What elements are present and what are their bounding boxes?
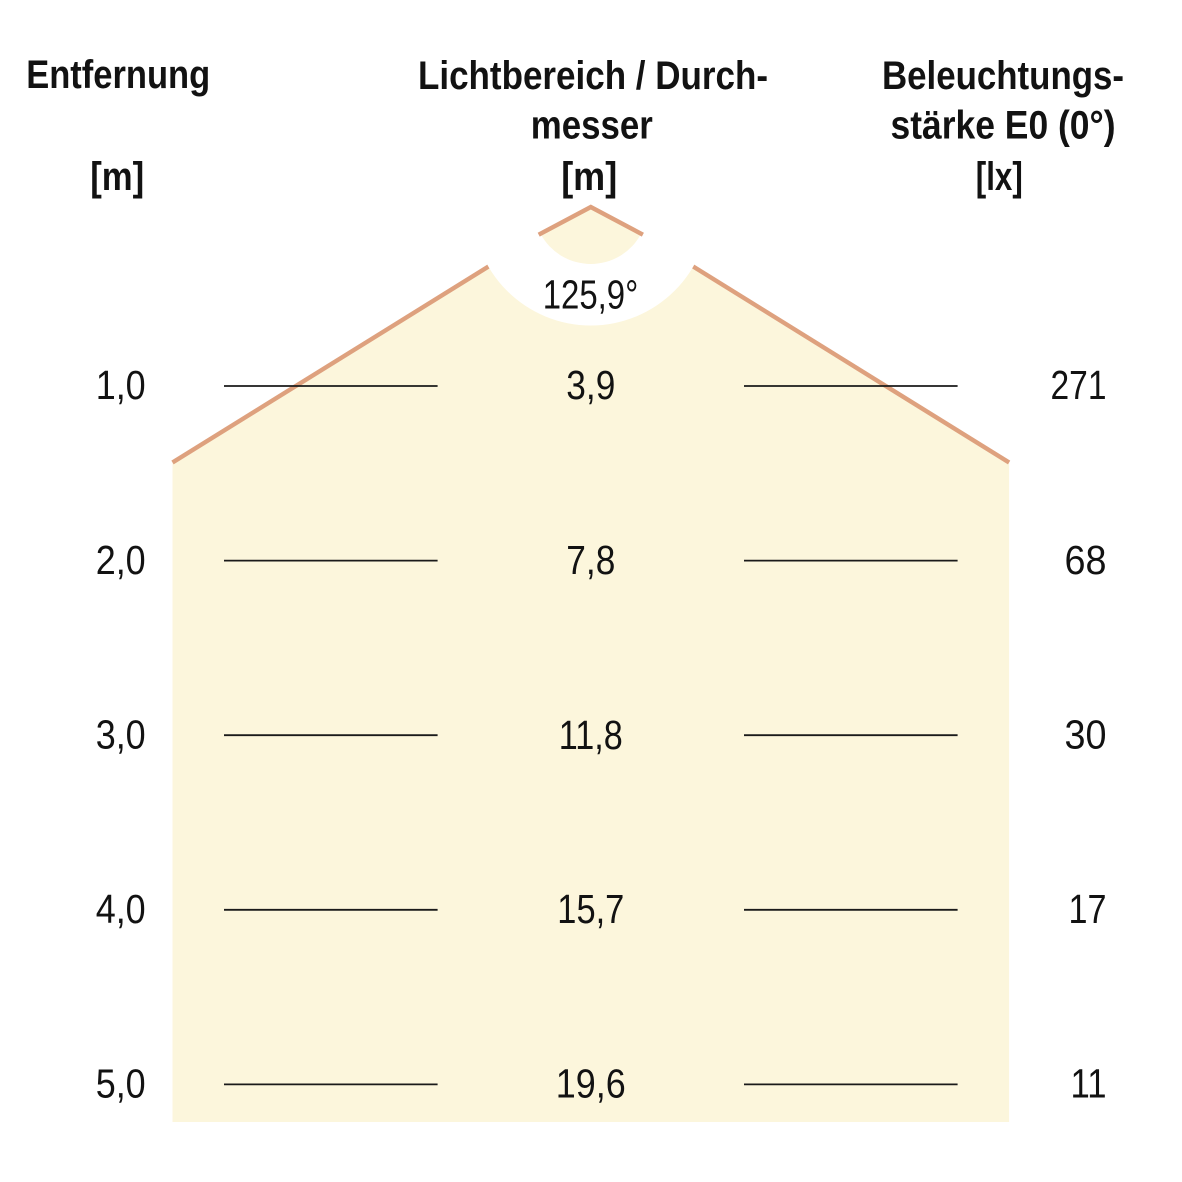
svg-text:[m]: [m] <box>561 155 617 199</box>
svg-text:19,6: 19,6 <box>556 1061 626 1107</box>
svg-text:3,9: 3,9 <box>566 362 615 408</box>
svg-text:[m]: [m] <box>90 155 144 199</box>
svg-text:3,0: 3,0 <box>96 711 146 757</box>
svg-text:30: 30 <box>1065 711 1107 757</box>
svg-text:[lx]: [lx] <box>976 155 1023 199</box>
svg-text:Entfernung: Entfernung <box>26 53 210 97</box>
svg-text:15,7: 15,7 <box>557 886 624 932</box>
svg-text:stärke E0 (0°): stärke E0 (0°) <box>891 104 1116 148</box>
svg-text:271: 271 <box>1051 362 1107 408</box>
svg-text:11: 11 <box>1071 1061 1107 1107</box>
svg-text:2,0: 2,0 <box>96 537 146 583</box>
svg-text:125,9°: 125,9° <box>543 272 639 318</box>
svg-text:7,8: 7,8 <box>566 537 615 583</box>
svg-text:17: 17 <box>1069 886 1107 932</box>
svg-text:68: 68 <box>1065 537 1107 583</box>
svg-text:4,0: 4,0 <box>96 886 146 932</box>
svg-text:Beleuchtungs-: Beleuchtungs- <box>882 54 1124 98</box>
svg-text:11,8: 11,8 <box>559 712 623 758</box>
svg-text:5,0: 5,0 <box>96 1061 146 1107</box>
svg-text:Lichtbereich / Durch-: Lichtbereich / Durch- <box>418 54 768 98</box>
svg-text:messer: messer <box>531 104 653 148</box>
svg-text:1,0: 1,0 <box>96 362 146 408</box>
